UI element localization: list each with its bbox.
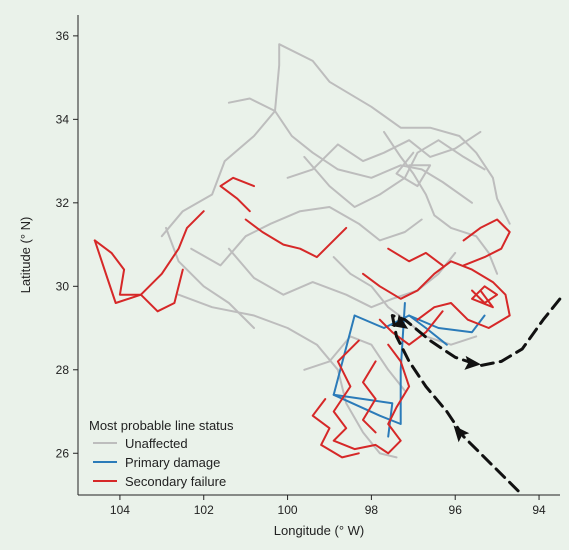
axes-frame bbox=[77, 15, 560, 496]
track-arrowhead-shape bbox=[464, 355, 481, 370]
line-secondary-failure bbox=[93, 210, 205, 296]
line-secondary-failure bbox=[244, 218, 348, 259]
x-tick-label: 102 bbox=[194, 503, 214, 517]
line-secondary-failure bbox=[378, 310, 444, 346]
legend-entry-secondary-failure: Secondary failure bbox=[93, 474, 226, 489]
ticks-layer: 104 102 100 98 96 94 26 28 30 32 34 36 bbox=[56, 29, 546, 517]
y-tick-label: 26 bbox=[56, 446, 70, 460]
track-arrowhead bbox=[390, 314, 409, 329]
track-arrowhead-shape bbox=[453, 425, 470, 443]
x-tick-label: 94 bbox=[532, 503, 546, 517]
line-unaffected bbox=[190, 206, 423, 267]
hurricane-track-line bbox=[390, 297, 562, 493]
legend-label-unaffected: Unaffected bbox=[125, 436, 188, 451]
track-arrowhead-shape bbox=[390, 314, 409, 329]
y-tick-label: 32 bbox=[56, 196, 70, 210]
line-unaffected bbox=[332, 256, 478, 346]
line-unaffected bbox=[303, 335, 406, 392]
line-unaffected bbox=[227, 97, 473, 204]
y-tick-label: 34 bbox=[56, 112, 70, 126]
legend: Most probable line status Unaffected Pri… bbox=[89, 418, 234, 489]
x-tick-label: 98 bbox=[365, 503, 379, 517]
line-primary-damage bbox=[332, 393, 394, 438]
line-secondary-failure bbox=[311, 398, 360, 459]
track-arrowhead bbox=[464, 355, 481, 370]
line-secondary-failure bbox=[462, 218, 511, 267]
y-tick-label: 30 bbox=[56, 279, 70, 293]
track-arrowhead bbox=[453, 425, 470, 443]
line-unaffected bbox=[227, 247, 457, 309]
y-tick-label: 28 bbox=[56, 363, 70, 377]
x-tick-label: 104 bbox=[110, 503, 130, 517]
line-secondary-failure bbox=[332, 339, 411, 455]
line-secondary-failure bbox=[219, 176, 255, 213]
line-secondary-failure bbox=[362, 260, 511, 329]
y-tick-label: 36 bbox=[56, 29, 70, 43]
line-secondary-failure bbox=[93, 239, 184, 313]
hurricane-track-layer bbox=[390, 297, 562, 493]
y-axis-title: Latitude (° N) bbox=[18, 217, 33, 294]
legend-label-primary-damage: Primary damage bbox=[125, 455, 220, 470]
line-unaffected bbox=[395, 151, 432, 188]
legend-entry-unaffected: Unaffected bbox=[93, 436, 188, 451]
line-secondary-failure bbox=[471, 285, 499, 309]
line-unaffected bbox=[177, 293, 398, 459]
legend-title: Most probable line status bbox=[89, 418, 234, 433]
line-unaffected bbox=[165, 226, 255, 329]
x-tick-label: 96 bbox=[449, 503, 463, 517]
line-unaffected bbox=[286, 130, 482, 179]
x-axis-title: Longitude (° W) bbox=[274, 523, 364, 538]
x-tick-label: 100 bbox=[278, 503, 298, 517]
legend-entry-primary-damage: Primary damage bbox=[93, 455, 220, 470]
line-secondary-failure bbox=[387, 247, 444, 267]
line-secondary-failure bbox=[362, 360, 377, 434]
legend-label-secondary-failure: Secondary failure bbox=[125, 474, 226, 489]
line-unaffected bbox=[160, 43, 511, 238]
network-layer bbox=[93, 43, 511, 459]
